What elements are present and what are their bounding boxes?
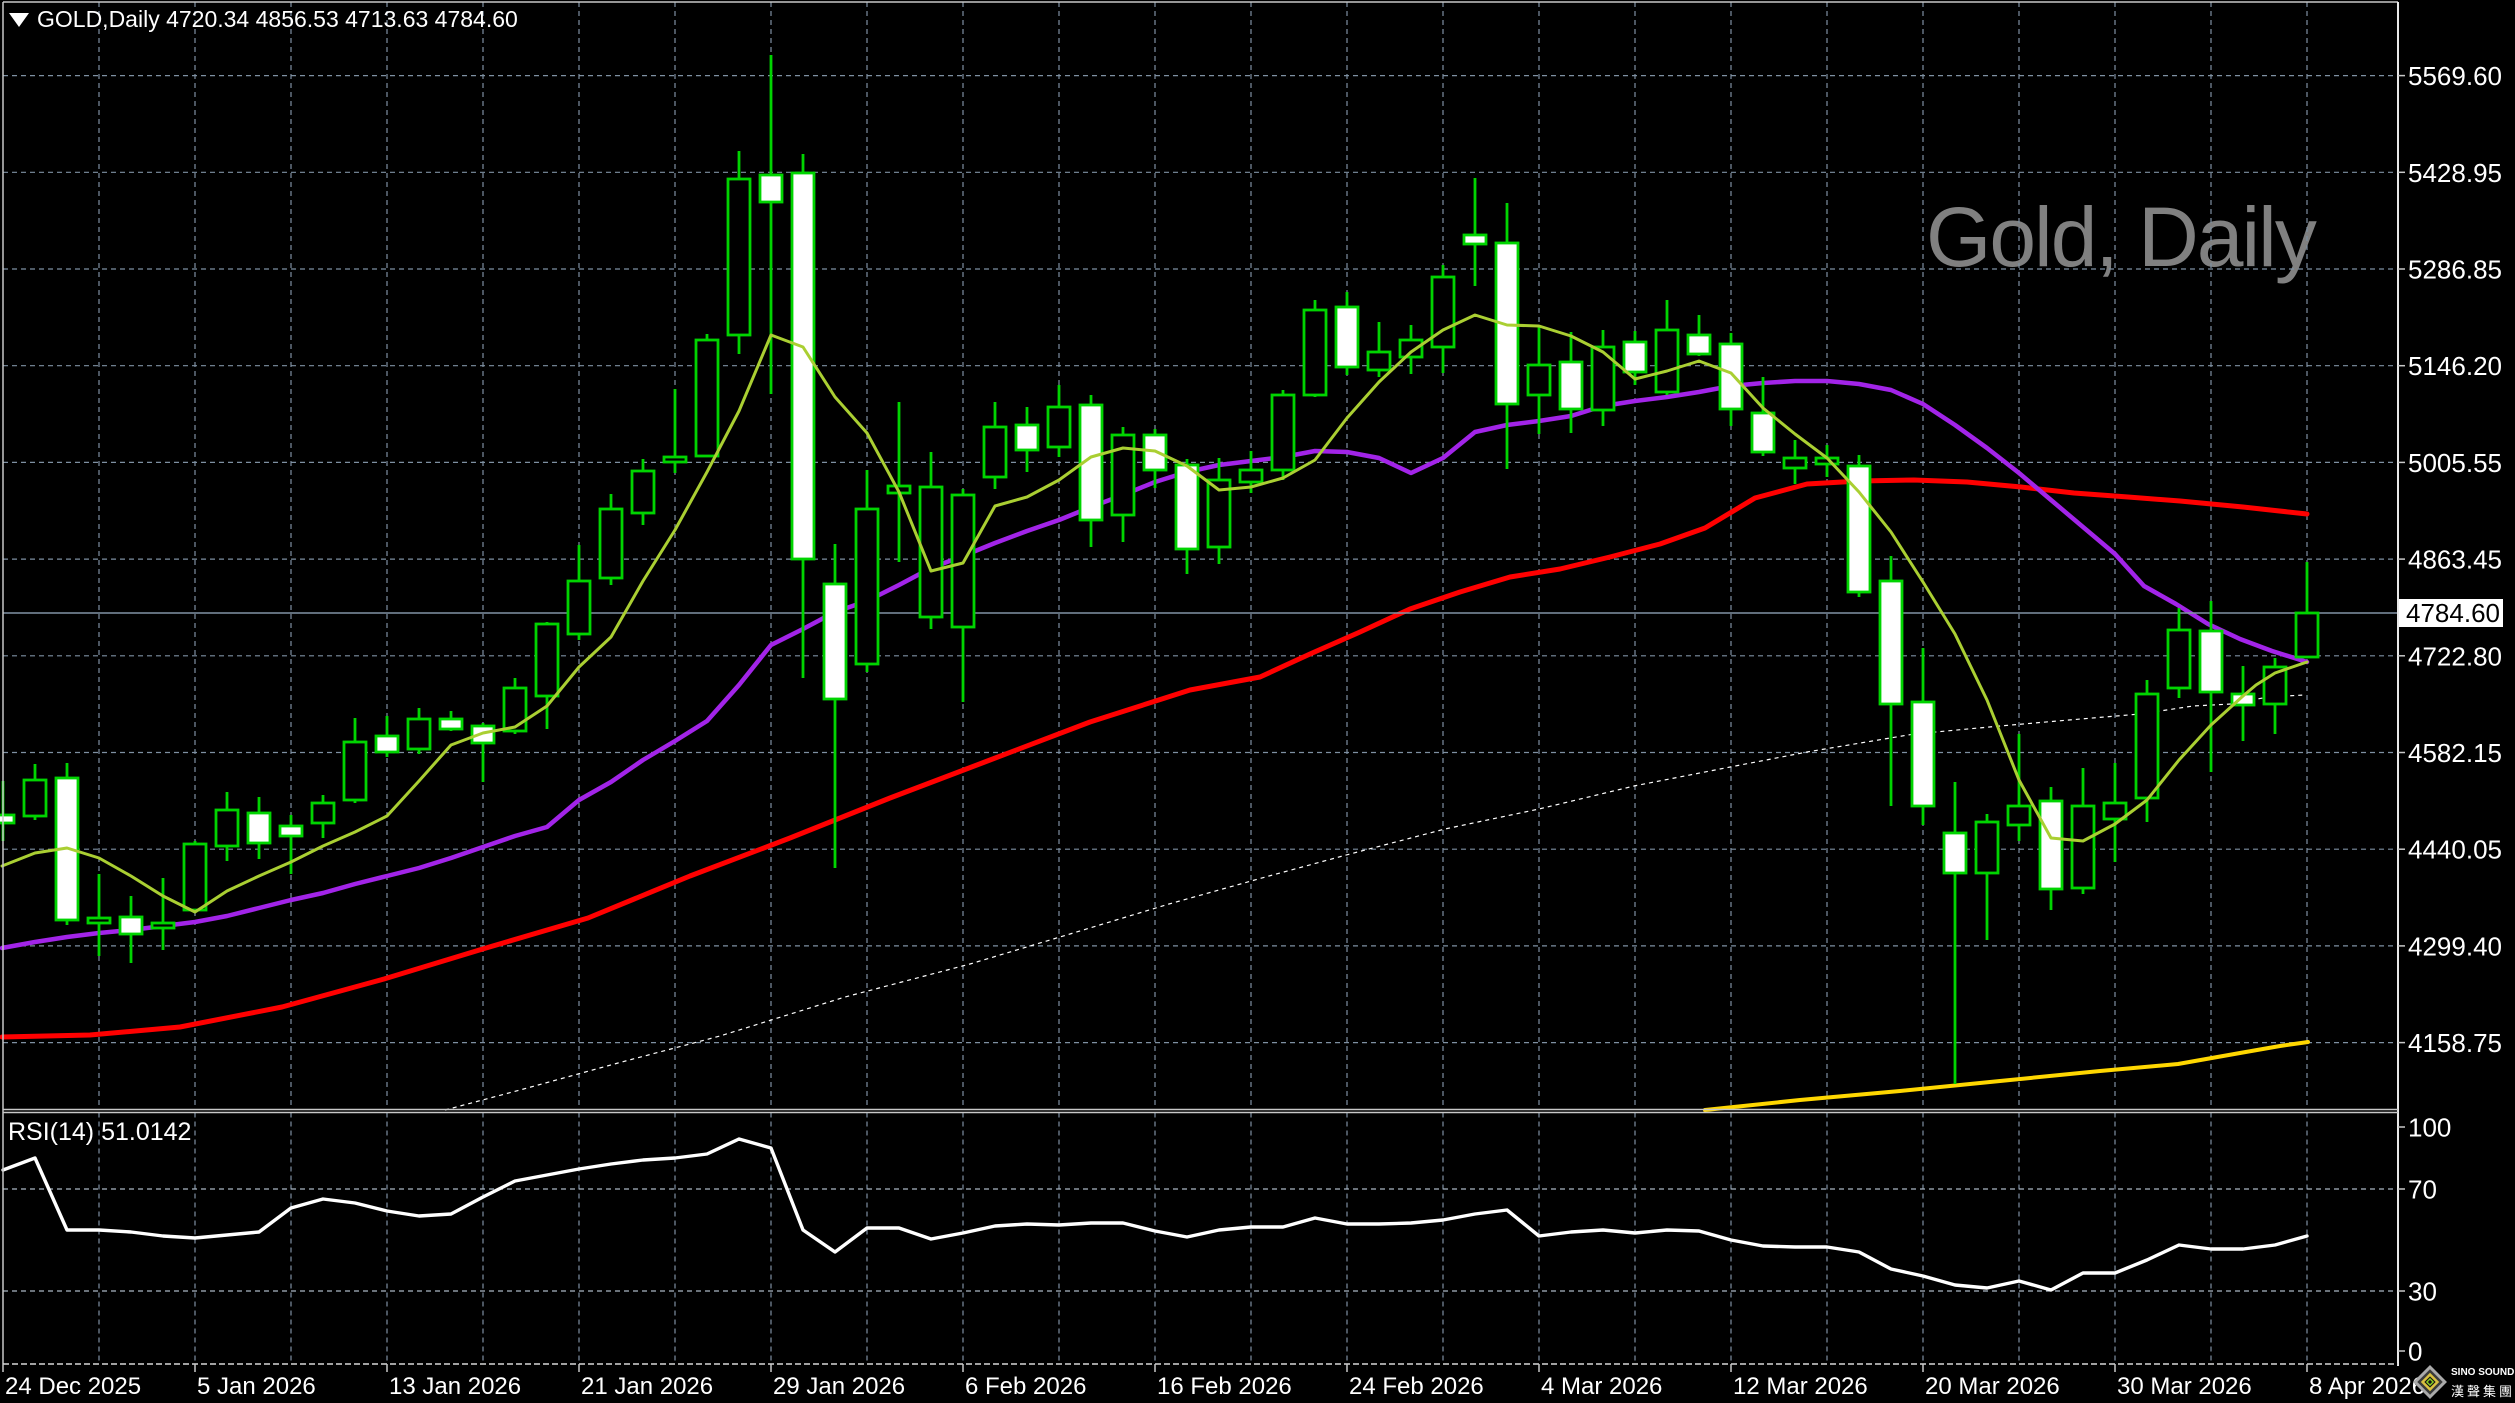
svg-text:30: 30: [2408, 1277, 2437, 1307]
svg-text:0: 0: [2408, 1337, 2422, 1367]
svg-text:12 Mar 2026: 12 Mar 2026: [1733, 1373, 1868, 1400]
svg-text:30 Mar 2026: 30 Mar 2026: [2117, 1373, 2252, 1400]
svg-text:Gold, Daily: Gold, Daily: [1926, 190, 2317, 284]
svg-text:100: 100: [2408, 1113, 2451, 1143]
svg-text:24 Dec 2025: 24 Dec 2025: [5, 1373, 141, 1400]
svg-text:20 Mar 2026: 20 Mar 2026: [1925, 1373, 2060, 1400]
svg-text:RSI(14) 51.0142: RSI(14) 51.0142: [8, 1118, 191, 1146]
svg-text:4863.45: 4863.45: [2408, 545, 2502, 575]
svg-text:4784.60: 4784.60: [2406, 598, 2500, 628]
svg-text:5428.95: 5428.95: [2408, 158, 2502, 188]
svg-text:4722.80: 4722.80: [2408, 641, 2502, 671]
svg-text:4158.75: 4158.75: [2408, 1028, 2502, 1058]
svg-text:5569.60: 5569.60: [2408, 61, 2502, 91]
svg-text:5 Jan 2026: 5 Jan 2026: [197, 1373, 316, 1400]
svg-text:4299.40: 4299.40: [2408, 931, 2502, 961]
svg-text:24 Feb 2026: 24 Feb 2026: [1349, 1373, 1484, 1400]
svg-text:29 Jan 2026: 29 Jan 2026: [773, 1373, 905, 1400]
svg-text:4582.15: 4582.15: [2408, 738, 2502, 768]
svg-text:70: 70: [2408, 1175, 2437, 1205]
svg-text:GOLD,Daily 4720.34 4856.53 47: GOLD,Daily 4720.34 4856.53 4713.63 4784.…: [37, 6, 518, 32]
svg-text:6 Feb 2026: 6 Feb 2026: [965, 1373, 1086, 1400]
svg-text:5286.85: 5286.85: [2408, 255, 2502, 285]
svg-text:SINO SOUND: SINO SOUND: [2451, 1367, 2514, 1378]
svg-text:4440.05: 4440.05: [2408, 835, 2502, 865]
svg-text:5005.55: 5005.55: [2408, 448, 2502, 478]
svg-text:13 Jan 2026: 13 Jan 2026: [389, 1373, 521, 1400]
svg-text:漢聲集團: 漢聲集團: [2451, 1384, 2515, 1399]
svg-text:8 Apr 2026: 8 Apr 2026: [2309, 1373, 2425, 1400]
svg-text:4 Mar 2026: 4 Mar 2026: [1541, 1373, 1662, 1400]
svg-text:5146.20: 5146.20: [2408, 351, 2502, 381]
svg-text:16 Feb 2026: 16 Feb 2026: [1157, 1373, 1292, 1400]
svg-text:21 Jan 2026: 21 Jan 2026: [581, 1373, 713, 1400]
